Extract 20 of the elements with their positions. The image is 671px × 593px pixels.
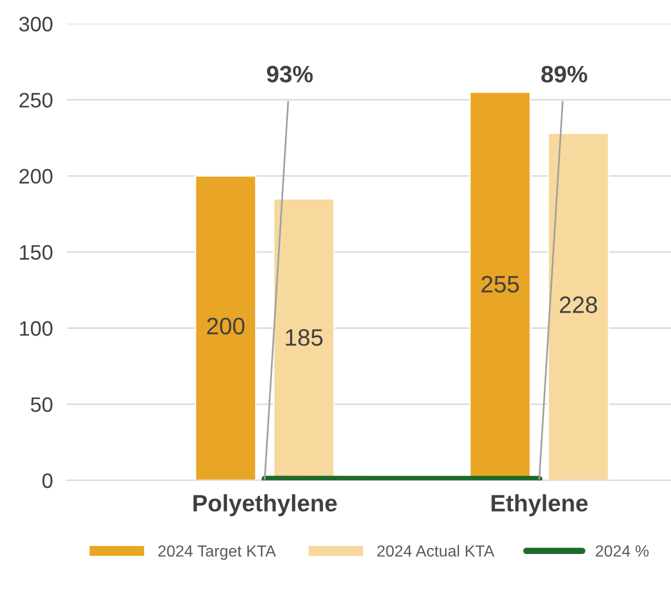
bar bbox=[547, 132, 610, 480]
y-tick-label: 50 bbox=[30, 397, 52, 412]
y-tick-label: 0 bbox=[42, 473, 52, 488]
y-tick-label: 250 bbox=[20, 92, 52, 108]
bar bbox=[194, 175, 257, 480]
y-tick-label: 300 bbox=[19, 16, 52, 32]
legend-label: 2024 % bbox=[596, 545, 649, 557]
data-label: 228 bbox=[560, 296, 598, 314]
data-label: 200 bbox=[207, 318, 244, 334]
x-tick-label: Polyethylene bbox=[193, 494, 337, 516]
x-tick-label: Ethylene bbox=[492, 494, 588, 516]
data-label: 89% bbox=[541, 66, 588, 83]
data-label: 185 bbox=[286, 329, 323, 346]
y-tick-label: 100 bbox=[20, 321, 52, 336]
data-label: 93% bbox=[266, 66, 313, 83]
y-tick-label: 150 bbox=[20, 245, 52, 260]
y-tick-label: 200 bbox=[20, 168, 52, 184]
data-label: 255 bbox=[482, 276, 519, 293]
legend-label: 2024 Actual KTA bbox=[377, 544, 494, 557]
legend-label: 2024 Target KTA bbox=[158, 545, 276, 560]
